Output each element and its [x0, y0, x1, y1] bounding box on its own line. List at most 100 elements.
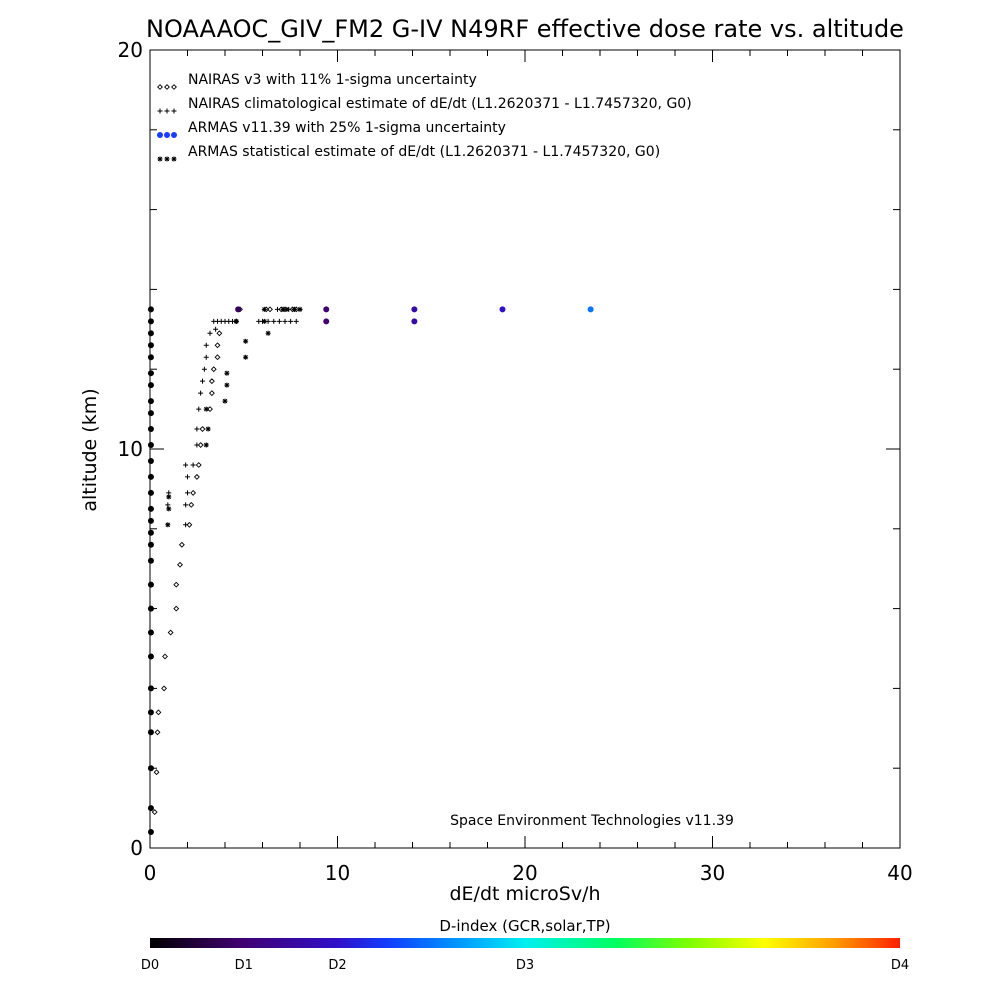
legend-item: ARMAS statistical estimate of dE/dt (L1.… — [157, 144, 660, 162]
colorbar-label: D1 — [235, 958, 253, 973]
legend-item: ARMAS v11.39 with 25% 1-sigma uncertaint… — [157, 120, 506, 138]
nairas-climatological-point — [185, 490, 190, 496]
armas-statistical-point — [261, 318, 267, 324]
x-tick-label: 40 — [887, 861, 912, 885]
armas-statistical-point — [171, 156, 177, 162]
nairas-v3-point — [199, 426, 206, 432]
nairas-v3-point — [207, 406, 213, 413]
y-tick-label: 20 — [118, 38, 143, 62]
armas-point — [147, 605, 154, 612]
credit-label: Space Environment Technologies v11.39 — [450, 813, 734, 829]
armas-statistical-point — [164, 156, 170, 162]
armas-point — [147, 370, 154, 377]
legend-item: NAIRAS v3 with 11% 1-sigma uncertainty — [157, 72, 477, 90]
nairas-climatological-point — [183, 502, 189, 508]
y-tick-label: 10 — [118, 437, 143, 461]
armas-point — [411, 318, 418, 325]
colorbar-label: D4 — [891, 958, 909, 973]
armas-point — [147, 581, 154, 588]
armas-point — [157, 132, 163, 138]
armas-point — [235, 306, 242, 313]
nairas-v3-point — [190, 489, 197, 496]
nairas-climatological-point — [157, 108, 163, 114]
armas-point — [147, 629, 154, 636]
armas-statistical-point — [157, 156, 163, 162]
axis-ticks — [149, 49, 901, 849]
nairas-v3-point — [193, 473, 200, 480]
x-tick-label: 0 — [144, 861, 157, 885]
nairas-climatological-point — [164, 108, 170, 114]
armas-point — [147, 765, 154, 772]
colorbar-label: D0 — [141, 958, 159, 973]
nairas-climatological-point — [183, 462, 189, 468]
nairas-v3-point — [177, 561, 183, 568]
armas-statistical-point — [165, 522, 171, 528]
y-axis-label: altitude (km) — [79, 388, 101, 511]
nairas-climatological-point — [293, 318, 299, 324]
armas-statistical-point — [297, 306, 303, 312]
armas-point — [147, 529, 154, 536]
armas-point — [147, 489, 154, 496]
nairas-v3-point — [267, 306, 273, 313]
nairas-v3-point — [164, 84, 170, 90]
x-tick-label: 10 — [325, 861, 350, 885]
armas-point — [411, 306, 418, 313]
nairas-v3-point — [214, 342, 221, 349]
nairas-v3-point — [195, 462, 202, 468]
armas-statistical-point — [224, 382, 230, 388]
armas-statistical-point — [261, 306, 267, 312]
colorbar — [150, 938, 900, 948]
armas-point — [147, 709, 154, 716]
axis-tick-labels: 0 10 20 30 40 0 10 20 — [118, 38, 913, 885]
armas-point — [147, 330, 154, 337]
nairas-climatological-point — [194, 426, 200, 432]
armas-point — [147, 805, 154, 812]
armas-point — [147, 653, 154, 660]
armas-statistical-point — [280, 306, 286, 312]
nairas-climatological-point — [194, 442, 200, 448]
nairas-climatological-point — [196, 406, 202, 412]
armas-statistical-point — [203, 406, 209, 412]
armas-statistical-point — [224, 370, 230, 376]
nairas-climatological-point — [282, 318, 288, 324]
armas-point — [147, 829, 154, 836]
nairas-climatological-point — [183, 522, 189, 528]
nairas-climatological-point — [271, 318, 277, 324]
armas-point — [164, 132, 170, 138]
nairas-v3-point — [197, 442, 204, 448]
nairas-v3-point — [161, 685, 167, 692]
nairas-climatological-point — [213, 326, 219, 332]
nairas-v3-point — [171, 84, 177, 90]
armas-point — [147, 426, 154, 433]
legend-label: NAIRAS v3 with 11% 1-sigma uncertainty — [188, 72, 477, 88]
armas-point — [147, 457, 154, 464]
armas-point — [147, 557, 154, 564]
x-tick-label: 30 — [700, 861, 725, 885]
nairas-climatological-point — [203, 342, 209, 348]
nairas-v3-point — [155, 709, 162, 716]
legend-label: NAIRAS climatological estimate of dE/dt … — [188, 96, 692, 112]
x-tick-label: 20 — [512, 861, 537, 885]
chart-title: NOAAAOC_GIV_FM2 G-IV N49RF effective dos… — [146, 15, 904, 43]
armas-statistical-point — [166, 506, 172, 512]
legend-label: ARMAS v11.39 with 25% 1-sigma uncertaint… — [188, 120, 506, 136]
plot-marks — [147, 306, 594, 836]
nairas-v3-point — [186, 521, 193, 528]
nairas-v3-point — [216, 330, 223, 337]
armas-point — [147, 473, 154, 480]
armas-statistical-point — [166, 494, 172, 500]
nairas-climatological-point — [200, 378, 205, 384]
nairas-climatological-point — [275, 306, 280, 312]
nairas-climatological-point — [203, 354, 209, 360]
armas-statistical-point — [222, 398, 228, 404]
armas-point — [147, 442, 154, 449]
nairas-v3-point — [214, 354, 221, 361]
nairas-v3-point — [151, 809, 158, 816]
armas-point — [171, 132, 177, 138]
armas-statistical-point — [205, 426, 211, 432]
nairas-climatological-point — [288, 318, 294, 324]
armas-statistical-point — [284, 306, 290, 312]
armas-point — [147, 306, 154, 313]
nairas-climatological-point — [198, 390, 204, 396]
